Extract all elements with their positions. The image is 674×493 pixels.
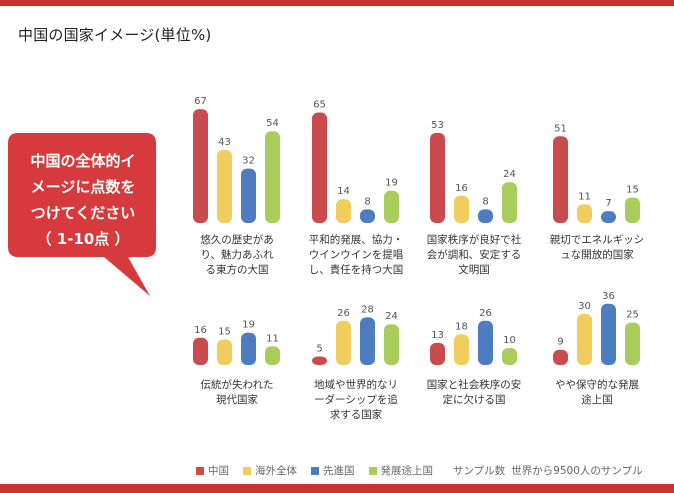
bar-value-label: 51 (554, 123, 567, 134)
legend-swatch (311, 466, 319, 475)
bar (478, 209, 493, 223)
callout-text: 中国の全体的イ メージに点数を つけてください （ 1-10点 ） (8, 148, 158, 252)
bar (502, 348, 517, 365)
bar (217, 339, 232, 365)
group-caption: 地域や世界的なリ ーダーシップを追 求する国家 (314, 379, 398, 421)
bar (312, 356, 327, 365)
group-caption: 伝統が失われた 現代国家 (200, 379, 274, 406)
bar-value-label: 10 (503, 335, 516, 346)
bar (625, 322, 640, 365)
legend-label: 発展途上国 (380, 465, 434, 477)
bar (312, 112, 327, 223)
legend-swatch (368, 466, 377, 475)
sample-size-label: サンプル数 (453, 465, 506, 477)
group-caption: 親切でエネルギッシ ュな開放的国家 (549, 234, 645, 261)
bar-value-label: 26 (479, 308, 492, 319)
sample-size-value: 世界から9500人のサンプル (511, 465, 643, 477)
bar-value-label: 30 (578, 301, 591, 312)
bar-value-label: 9 (557, 337, 563, 348)
bar (454, 195, 469, 223)
bar-value-label: 43 (218, 137, 231, 148)
bar (336, 199, 351, 223)
bottom-accent-bar (0, 484, 674, 493)
bar-value-label: 32 (242, 156, 255, 167)
bar-value-label: 53 (431, 120, 444, 131)
bar (384, 324, 399, 365)
bar-value-label: 24 (503, 169, 516, 180)
bar-value-label: 15 (626, 185, 639, 196)
bar (502, 182, 517, 223)
page-title: 中国の国家イメージ(単位%) (18, 26, 212, 44)
bar-value-label: 26 (337, 308, 350, 319)
bar (241, 332, 256, 365)
group-caption: 国家と社会秩序の安 定に欠ける国 (426, 379, 522, 406)
bar (193, 337, 208, 365)
bar (360, 317, 375, 365)
bar (454, 334, 469, 365)
legend-item: 発展途上国 (368, 463, 434, 478)
bar (577, 204, 592, 223)
bar-value-label: 11 (578, 191, 591, 202)
bar-value-label: 18 (455, 321, 468, 332)
bar-value-label: 11 (266, 333, 279, 344)
bar (241, 168, 256, 223)
bar-value-label: 8 (364, 196, 370, 207)
bar (336, 320, 351, 365)
bar (553, 136, 568, 223)
bar (577, 314, 592, 365)
bar (553, 349, 568, 365)
legend-label: 中国 (208, 465, 229, 477)
bar-value-label: 54 (266, 118, 279, 129)
bar (601, 303, 616, 365)
bar (430, 132, 445, 223)
legend-label: 海外全体 (255, 465, 297, 477)
legend-item: 中国 (196, 463, 229, 478)
legend-swatch (243, 466, 251, 475)
legend-item: 先進国 (311, 463, 355, 478)
bar-value-label: 25 (626, 310, 639, 321)
group-caption: やや保守的な発展 途上国 (555, 379, 639, 406)
callout-line: つけてください (30, 204, 136, 222)
bar-value-label: 5 (316, 344, 322, 355)
bar-value-label: 36 (602, 291, 615, 302)
bar-value-label: 14 (337, 186, 350, 197)
group-caption: 平和的発展、協力・ ウインウインを提唱 し、責任を持つ大国 (308, 234, 404, 276)
legend-item: 海外全体 (243, 463, 297, 478)
bar (217, 149, 232, 223)
bar-value-label: 8 (482, 196, 488, 207)
bar (265, 131, 280, 223)
legend: 中国 海外全体 先進国 発展途上国 サンプル数 世界から9500人のサンプル (196, 463, 643, 478)
bar-value-label: 16 (194, 325, 207, 336)
callout-line: 中国の全体的イ (30, 152, 136, 170)
group-caption: 悠久の歴史があ り、魅力あふれ る東方の大国 (200, 234, 274, 276)
bar (384, 190, 399, 223)
group-caption: 国家秩序が良好で社 会が調和、安定する 文明国 (426, 234, 522, 276)
bar-value-label: 65 (313, 100, 326, 111)
bar (193, 109, 208, 223)
bar (625, 197, 640, 223)
bar-value-label: 24 (385, 311, 398, 322)
bar-value-label: 28 (361, 304, 374, 315)
bar (265, 346, 280, 365)
top-accent-bar (0, 0, 674, 6)
legend-swatch (196, 466, 204, 475)
callout-line: （ 1-10点 ） (36, 230, 130, 248)
bar (360, 209, 375, 223)
bar (478, 320, 493, 365)
bar-value-label: 19 (385, 178, 398, 189)
bar-value-label: 16 (455, 183, 468, 194)
bar-value-label: 19 (242, 320, 255, 331)
legend-label: 先進国 (323, 465, 355, 477)
bar-value-label: 67 (194, 96, 207, 107)
bar-value-label: 15 (218, 327, 231, 338)
callout-line: メージに点数を (30, 178, 136, 196)
bar (430, 342, 445, 365)
bar-value-label: 13 (431, 330, 444, 341)
bar-value-label: 7 (605, 198, 611, 209)
bar (601, 211, 616, 223)
